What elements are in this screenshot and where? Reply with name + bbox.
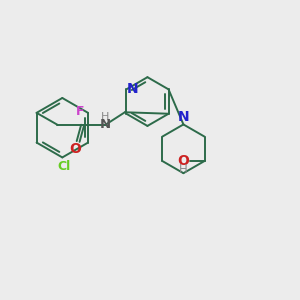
Text: Cl: Cl [57,160,70,173]
Text: H: H [101,112,110,122]
Text: O: O [177,154,189,168]
Text: F: F [76,105,84,118]
Text: N: N [100,118,111,131]
Text: N: N [127,82,139,96]
Text: N: N [178,110,189,124]
Text: H: H [179,163,188,176]
Text: O: O [69,142,81,155]
